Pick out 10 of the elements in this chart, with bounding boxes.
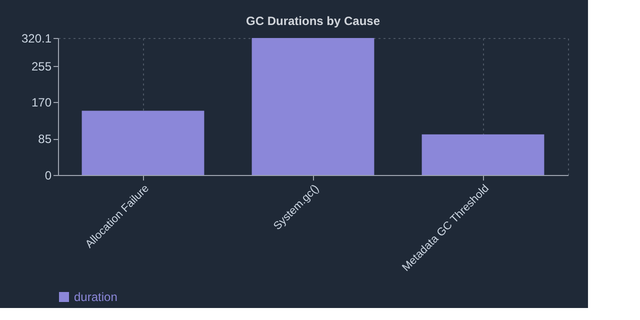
bar xyxy=(252,38,374,175)
bar xyxy=(422,134,544,175)
legend-label: duration xyxy=(74,290,118,304)
chart-title: GC Durations by Cause xyxy=(246,14,380,28)
y-tick-label: 85 xyxy=(38,132,52,146)
y-tick-label: 170 xyxy=(31,96,52,110)
bar xyxy=(82,110,204,175)
y-tick-label: 255 xyxy=(31,59,52,74)
y-tick-label: 0 xyxy=(44,168,52,182)
y-tick-label: 320.1 xyxy=(21,32,52,46)
